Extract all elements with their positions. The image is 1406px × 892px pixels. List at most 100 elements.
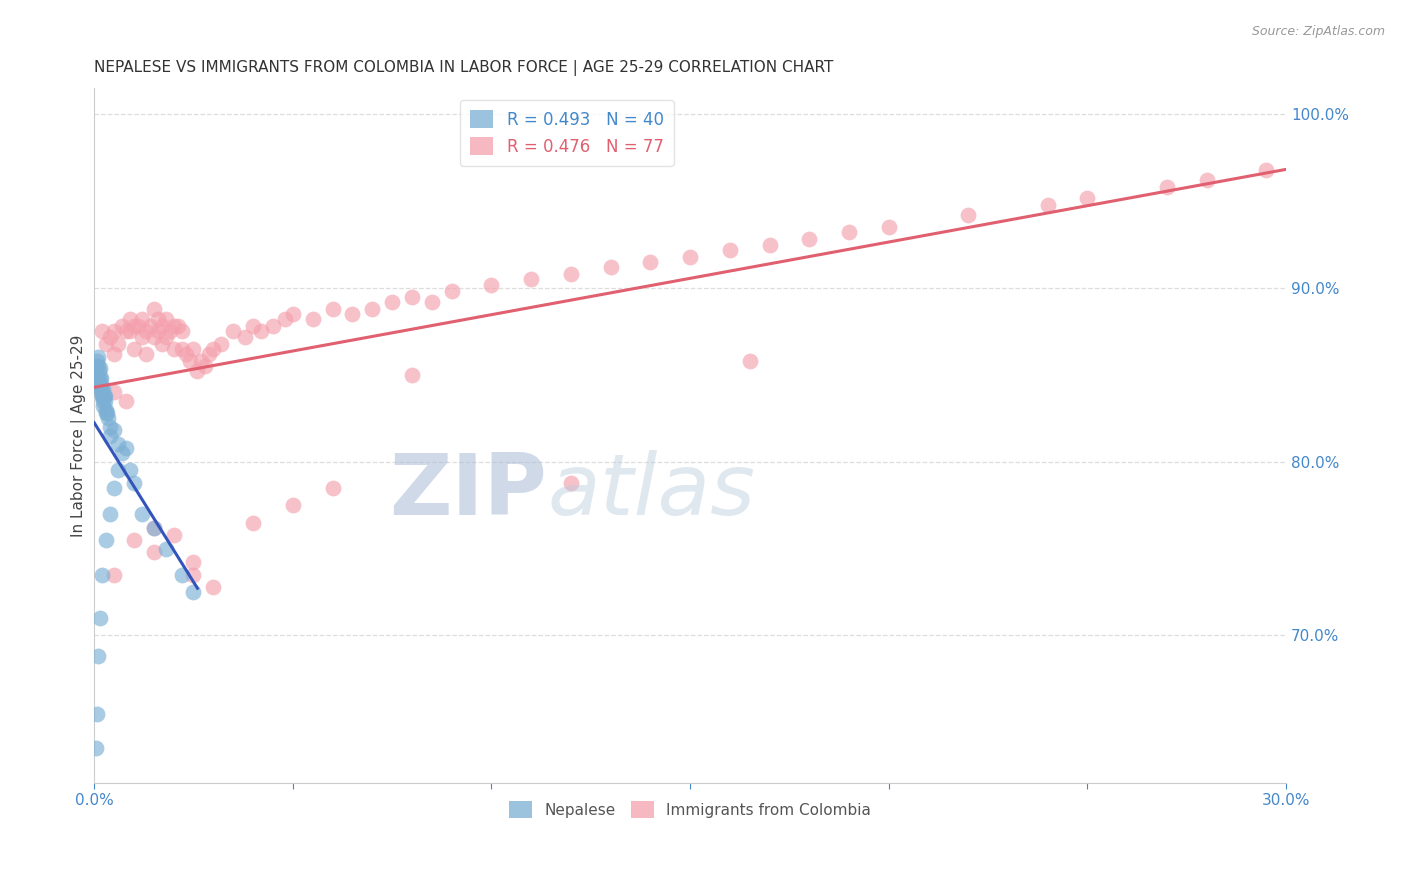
Point — [111, 446, 134, 460]
Point — [118, 463, 141, 477]
Point — [103, 385, 125, 400]
Point — [202, 580, 225, 594]
Point — [183, 342, 205, 356]
Y-axis label: In Labor Force | Age 25-29: In Labor Force | Age 25-29 — [72, 334, 87, 537]
Point — [1156, 180, 1178, 194]
Point — [103, 325, 125, 339]
Point — [96, 406, 118, 420]
Point — [87, 376, 110, 391]
Point — [1036, 197, 1059, 211]
Point — [155, 541, 177, 556]
Point — [481, 277, 503, 292]
Point — [560, 475, 582, 490]
Point — [159, 325, 181, 339]
Point — [86, 354, 108, 368]
Point — [1195, 173, 1218, 187]
Point — [89, 382, 111, 396]
Legend: Nepalese, Immigrants from Colombia: Nepalese, Immigrants from Colombia — [503, 795, 877, 824]
Point — [560, 267, 582, 281]
Point — [97, 411, 120, 425]
Point — [115, 325, 138, 339]
Point — [162, 319, 184, 334]
Point — [118, 325, 141, 339]
Point — [162, 342, 184, 356]
Point — [87, 364, 110, 378]
Point — [107, 336, 129, 351]
Point — [342, 307, 364, 321]
Point — [281, 307, 304, 321]
Point — [90, 371, 112, 385]
Point — [401, 290, 423, 304]
Point — [87, 359, 110, 374]
Point — [222, 325, 245, 339]
Point — [679, 250, 702, 264]
Point — [87, 351, 110, 365]
Point — [877, 220, 900, 235]
Point — [170, 567, 193, 582]
Point — [262, 319, 284, 334]
Point — [91, 399, 114, 413]
Point — [98, 428, 121, 442]
Point — [94, 402, 117, 417]
Point — [142, 301, 165, 316]
Point — [322, 301, 344, 316]
Point — [86, 706, 108, 721]
Point — [122, 533, 145, 547]
Point — [90, 382, 112, 396]
Point — [91, 567, 114, 582]
Point — [131, 329, 153, 343]
Point — [799, 232, 821, 246]
Point — [179, 354, 201, 368]
Point — [166, 319, 188, 334]
Point — [107, 437, 129, 451]
Point — [139, 319, 162, 334]
Point — [91, 393, 114, 408]
Point — [131, 507, 153, 521]
Point — [142, 545, 165, 559]
Point — [146, 312, 169, 326]
Point — [599, 260, 621, 275]
Point — [98, 507, 121, 521]
Point — [91, 389, 114, 403]
Text: ZIP: ZIP — [389, 450, 547, 533]
Point — [162, 527, 184, 541]
Point — [758, 237, 780, 252]
Point — [381, 294, 404, 309]
Point — [738, 354, 761, 368]
Point — [103, 347, 125, 361]
Point — [90, 382, 112, 396]
Point — [155, 312, 177, 326]
Point — [274, 312, 297, 326]
Point — [115, 441, 138, 455]
Point — [91, 382, 114, 396]
Point — [93, 389, 115, 403]
Point — [186, 364, 208, 378]
Point — [89, 371, 111, 385]
Point — [94, 336, 117, 351]
Point — [150, 319, 173, 334]
Point — [118, 312, 141, 326]
Point — [190, 354, 212, 368]
Point — [98, 329, 121, 343]
Point — [122, 342, 145, 356]
Point — [142, 521, 165, 535]
Point — [250, 325, 273, 339]
Point — [103, 481, 125, 495]
Point — [322, 481, 344, 495]
Point — [84, 741, 107, 756]
Point — [718, 243, 741, 257]
Point — [91, 389, 114, 403]
Point — [520, 272, 543, 286]
Point — [420, 294, 443, 309]
Point — [90, 376, 112, 391]
Point — [103, 567, 125, 582]
Point — [94, 533, 117, 547]
Point — [142, 521, 165, 535]
Point — [1254, 162, 1277, 177]
Point — [135, 325, 157, 339]
Point — [98, 420, 121, 434]
Point — [94, 389, 117, 403]
Point — [94, 406, 117, 420]
Point — [957, 208, 980, 222]
Point — [93, 389, 115, 403]
